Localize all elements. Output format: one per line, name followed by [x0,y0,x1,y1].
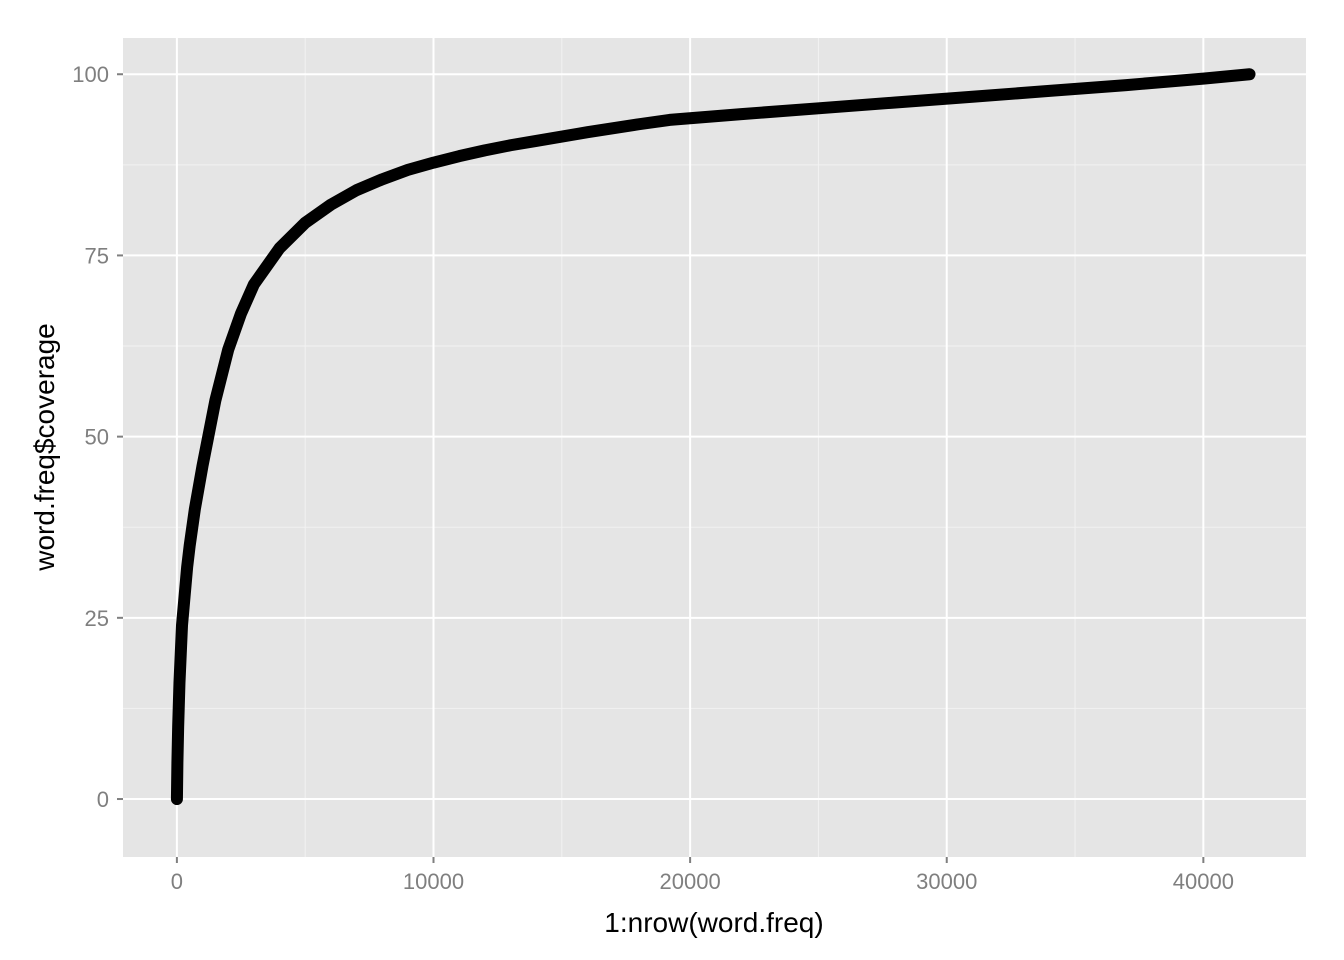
minor-grid [123,38,1306,857]
y-axis: 0 25 50 75 100 [72,62,123,812]
y-tick-label: 100 [72,62,109,87]
x-tick-label: 10000 [403,869,464,894]
major-grid [123,38,1306,857]
series-line [170,68,1256,806]
x-tick-label: 40000 [1173,869,1234,894]
y-tick-label: 0 [97,787,109,812]
x-axis: 0 10000 20000 30000 40000 [171,857,1234,894]
y-tick-label: 25 [85,606,109,631]
plot-panel [123,38,1306,857]
x-tick-label: 30000 [916,869,977,894]
x-axis-title: 1:nrow(word.freq) [604,907,823,938]
y-tick-label: 50 [85,425,109,450]
y-axis-title: word.freq$coverage [29,323,60,571]
x-tick-label: 0 [171,869,183,894]
y-tick-label: 75 [85,243,109,268]
x-tick-label: 20000 [660,869,721,894]
